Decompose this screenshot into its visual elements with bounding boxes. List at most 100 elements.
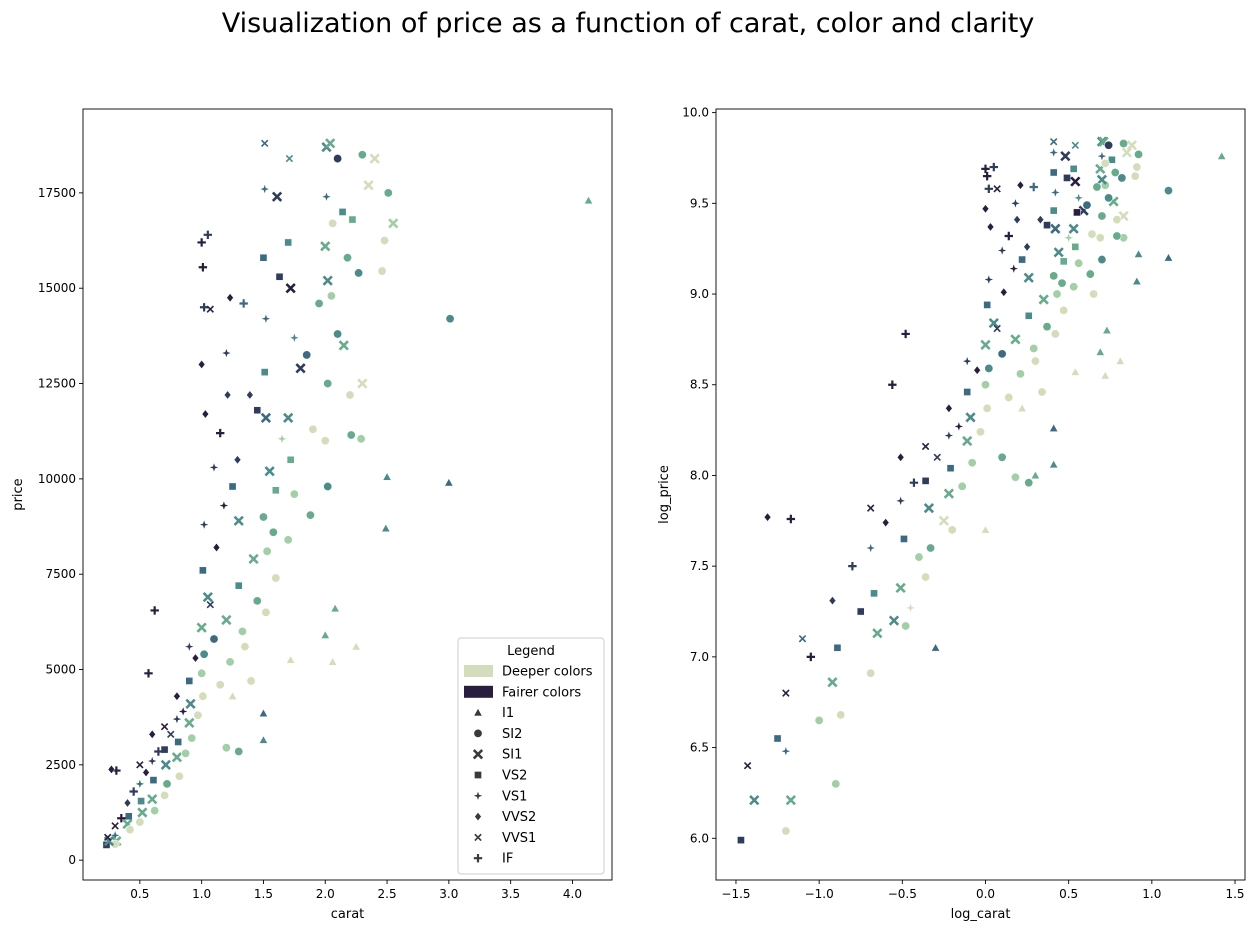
data-point	[356, 434, 366, 444]
data-point	[1104, 140, 1114, 150]
data-point	[866, 504, 875, 512]
data-point	[848, 561, 857, 571]
x-axis-label: log_carat	[951, 907, 1011, 922]
x-tick-label: −1.5	[721, 887, 750, 901]
data-point	[1015, 369, 1025, 379]
data-point	[993, 185, 1001, 193]
data-point	[1100, 370, 1110, 380]
data-point	[947, 525, 957, 535]
data-point	[252, 596, 262, 606]
data-point	[233, 515, 244, 526]
data-point	[856, 607, 865, 616]
data-point	[104, 833, 112, 842]
data-point	[277, 434, 287, 444]
data-point	[814, 715, 824, 725]
data-point	[135, 817, 145, 827]
data-point	[896, 452, 905, 462]
data-point	[268, 527, 278, 537]
data-point	[888, 380, 897, 389]
y-tick-label: 9.0	[690, 287, 709, 301]
data-point	[1036, 215, 1045, 225]
data-point	[147, 794, 158, 805]
data-point	[136, 761, 144, 769]
data-point	[881, 518, 890, 528]
data-point	[997, 452, 1007, 462]
data-point	[909, 478, 919, 487]
legend-color-swatch	[464, 685, 493, 698]
data-point	[983, 301, 991, 309]
data-point	[142, 767, 150, 778]
data-point	[1000, 287, 1008, 297]
data-point	[198, 691, 208, 701]
data-point	[154, 747, 163, 756]
data-point	[148, 756, 157, 766]
data-point	[1074, 193, 1083, 203]
data-point	[1108, 155, 1116, 164]
data-point	[206, 305, 215, 313]
data-point	[233, 455, 242, 465]
x-tick-label: 3.5	[501, 887, 520, 901]
data-point	[1100, 158, 1110, 168]
data-point	[1097, 255, 1107, 265]
data-point	[786, 514, 796, 524]
data-point	[305, 510, 315, 520]
data-point	[338, 208, 347, 216]
data-point	[1029, 343, 1039, 353]
data-point	[215, 680, 225, 690]
data-point	[223, 390, 232, 400]
data-point	[286, 455, 295, 464]
data-point	[197, 238, 206, 247]
y-tick-label: 12500	[38, 377, 76, 391]
y-tick-label: 6.0	[690, 831, 709, 845]
data-point	[286, 655, 296, 664]
data-point	[1095, 347, 1105, 356]
data-point	[346, 430, 356, 440]
data-point	[773, 734, 782, 743]
data-point	[1013, 215, 1021, 225]
data-point	[1059, 305, 1069, 315]
data-point	[323, 379, 333, 389]
data-point	[1049, 148, 1058, 157]
y-tick-label: 17500	[38, 186, 76, 200]
data-point	[866, 543, 875, 553]
data-point	[901, 621, 911, 631]
y-tick-label: 7.0	[690, 650, 709, 664]
data-point	[197, 359, 206, 370]
data-point	[962, 356, 972, 366]
data-point	[785, 795, 796, 806]
data-point	[283, 412, 294, 423]
data-point	[330, 603, 340, 613]
data-point	[1059, 257, 1068, 266]
data-point	[988, 317, 999, 329]
data-point	[1085, 269, 1095, 279]
data-point	[369, 153, 380, 164]
data-point	[325, 138, 336, 149]
y-tick-label: 2500	[45, 758, 76, 772]
data-point	[193, 710, 203, 720]
legend-color-label: Deeper colors	[502, 665, 593, 680]
data-point	[234, 746, 244, 756]
data-point	[219, 501, 229, 510]
data-point	[926, 543, 936, 553]
data-point	[1029, 182, 1038, 192]
data-point	[749, 795, 760, 806]
data-point	[328, 657, 338, 666]
data-point	[1068, 223, 1079, 234]
data-point	[1082, 200, 1092, 210]
data-point	[1049, 271, 1059, 281]
data-point	[1024, 311, 1033, 320]
data-point	[150, 606, 159, 615]
data-point	[828, 596, 837, 606]
data-point	[921, 477, 930, 485]
data-point	[187, 733, 197, 743]
x-tick-label: 0.5	[1059, 887, 1078, 901]
data-point	[225, 657, 235, 667]
data-point	[262, 546, 272, 556]
data-point	[160, 790, 170, 800]
data-point	[1037, 387, 1047, 397]
data-point	[212, 542, 221, 553]
data-point	[1042, 322, 1052, 332]
legend-marker-label: IF	[502, 852, 513, 867]
data-point	[827, 677, 838, 688]
data-point	[246, 676, 256, 686]
